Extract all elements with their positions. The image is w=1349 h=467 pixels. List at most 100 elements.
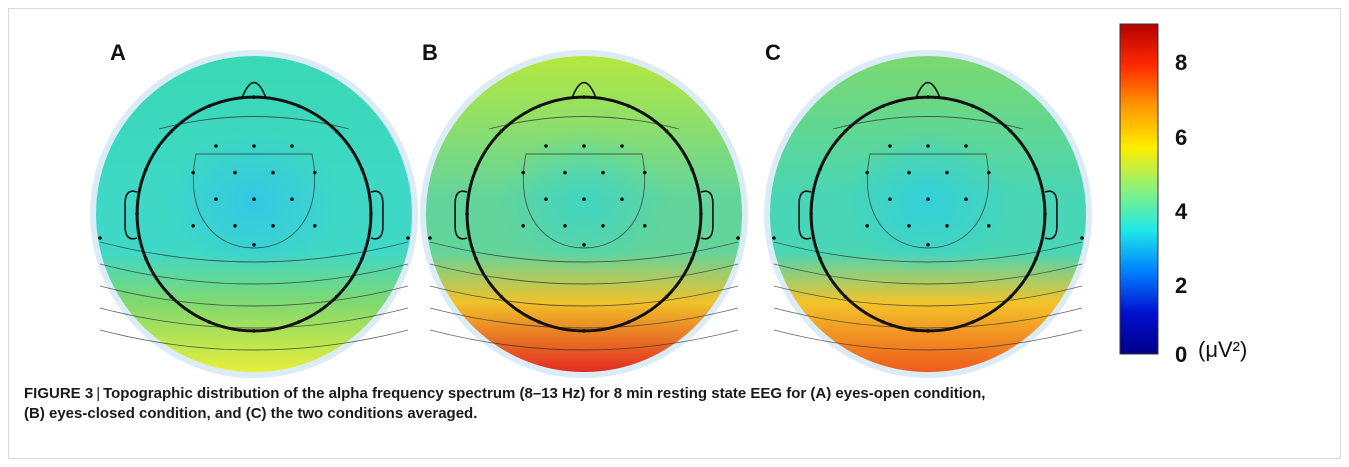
contour-line bbox=[773, 329, 1083, 351]
electrode-dot bbox=[881, 320, 886, 324]
electrode-dot bbox=[360, 167, 364, 172]
colorbar-tick-4: 4 bbox=[1175, 199, 1188, 224]
electrode-dot bbox=[1043, 212, 1047, 216]
electrode-dot bbox=[865, 170, 869, 175]
colorbar-tick-8: 8 bbox=[1175, 50, 1187, 75]
caption-text-line1: Topographic distribution of the alpha fr… bbox=[103, 385, 986, 402]
contour-line-inner bbox=[522, 153, 646, 249]
caption-figure-label: FIGURE 3 bbox=[24, 385, 94, 402]
left-ear-outline bbox=[124, 190, 138, 240]
electrode-dot bbox=[563, 224, 567, 228]
electrode-dot bbox=[987, 170, 991, 175]
electrode-dot bbox=[926, 329, 930, 333]
contour-line bbox=[773, 241, 1083, 263]
contour-line bbox=[99, 329, 409, 351]
colorbar-gradient bbox=[1119, 23, 1159, 355]
contour-line bbox=[429, 241, 739, 263]
caption-text-line2: (B) eyes-closed condition, and (C) the t… bbox=[24, 405, 478, 422]
electrode-dot bbox=[537, 104, 542, 108]
electrode-dot bbox=[252, 329, 256, 333]
electrode-dot bbox=[843, 294, 848, 299]
electrode-dot bbox=[544, 197, 548, 201]
electrode-dot bbox=[252, 197, 256, 201]
contour-line bbox=[429, 329, 739, 351]
electrode-dot bbox=[252, 243, 256, 247]
colorbar-tick-2: 2 bbox=[1175, 273, 1187, 298]
electrode-dot bbox=[907, 170, 911, 175]
electrode-dot bbox=[843, 129, 848, 134]
electrode-dot bbox=[1034, 167, 1038, 172]
colorbar-unit: (μV²) bbox=[1198, 337, 1247, 362]
electrode-dot bbox=[290, 144, 294, 148]
electrode-dot bbox=[360, 256, 364, 261]
electrode-dot bbox=[582, 243, 586, 247]
electrode-dot bbox=[334, 294, 339, 299]
electrode-dot bbox=[926, 197, 930, 201]
electrode-dot bbox=[881, 104, 886, 108]
electrode-dot bbox=[970, 320, 975, 324]
electrode-dot bbox=[582, 95, 586, 99]
electrode-dot bbox=[690, 256, 694, 261]
contour-line bbox=[99, 285, 409, 307]
electrode-dot bbox=[970, 104, 975, 108]
electrode-dot bbox=[144, 167, 148, 172]
electrode-dot bbox=[144, 256, 148, 261]
contour-line bbox=[429, 285, 739, 307]
electrode-dot bbox=[271, 224, 275, 228]
nose-outline bbox=[915, 81, 941, 99]
electrode-dot bbox=[626, 320, 631, 324]
electrode-dot bbox=[313, 224, 317, 228]
electrode-dot bbox=[690, 167, 694, 172]
electrode-dot bbox=[736, 236, 740, 240]
electrode-dot bbox=[620, 144, 624, 148]
electrode-dot bbox=[1008, 129, 1013, 134]
contour-line bbox=[773, 263, 1083, 285]
electrode-dot bbox=[135, 212, 139, 216]
electrode-dot bbox=[664, 129, 669, 134]
electrode-dot bbox=[474, 256, 478, 261]
electrode-dot bbox=[772, 236, 776, 240]
electrode-dot bbox=[582, 329, 586, 333]
electrode-dot bbox=[987, 224, 991, 228]
topomap-panel-a: A bbox=[90, 40, 418, 378]
topomap-center-blob bbox=[167, 130, 341, 274]
electrode-dot bbox=[945, 170, 949, 175]
electrode-dot bbox=[664, 294, 669, 299]
electrode-dot bbox=[191, 224, 195, 228]
electrode-dot bbox=[563, 170, 567, 175]
electrode-dot bbox=[926, 95, 930, 99]
electrode-dot bbox=[643, 170, 647, 175]
electrode-dot bbox=[865, 224, 869, 228]
electrode-dot bbox=[888, 144, 892, 148]
contour-line bbox=[773, 285, 1083, 307]
electrode-dot bbox=[214, 144, 218, 148]
right-ear-outline bbox=[1044, 190, 1058, 240]
topomap-panel-b: B bbox=[420, 40, 748, 378]
right-ear-outline bbox=[370, 190, 384, 240]
electrode-dot bbox=[620, 197, 624, 201]
electrode-dot bbox=[169, 294, 174, 299]
left-ear-outline bbox=[798, 190, 812, 240]
electrode-dot bbox=[313, 170, 317, 175]
colorbar-tick-0: 0 bbox=[1175, 342, 1187, 367]
electrode-dot bbox=[169, 129, 174, 134]
colorbar: 8 6 4 2 0 (μV²) bbox=[1119, 23, 1247, 367]
electrode-dot bbox=[907, 224, 911, 228]
electrode-dot bbox=[207, 320, 212, 324]
electrode-dot bbox=[207, 104, 212, 108]
electrode-dot bbox=[818, 256, 822, 261]
right-ear-outline bbox=[700, 190, 714, 240]
electrode-dot bbox=[233, 170, 237, 175]
contour-line-inner bbox=[192, 153, 316, 249]
electrode-dot bbox=[582, 197, 586, 201]
electrode-dot bbox=[271, 170, 275, 175]
electrode-dot bbox=[499, 294, 504, 299]
contour-line bbox=[773, 307, 1083, 329]
electrode-dot bbox=[1008, 294, 1013, 299]
electrode-dot bbox=[582, 144, 586, 148]
electrode-dot bbox=[252, 95, 256, 99]
electrode-dot bbox=[474, 167, 478, 172]
electrode-dot bbox=[1034, 256, 1038, 261]
electrode-dot bbox=[699, 212, 703, 216]
